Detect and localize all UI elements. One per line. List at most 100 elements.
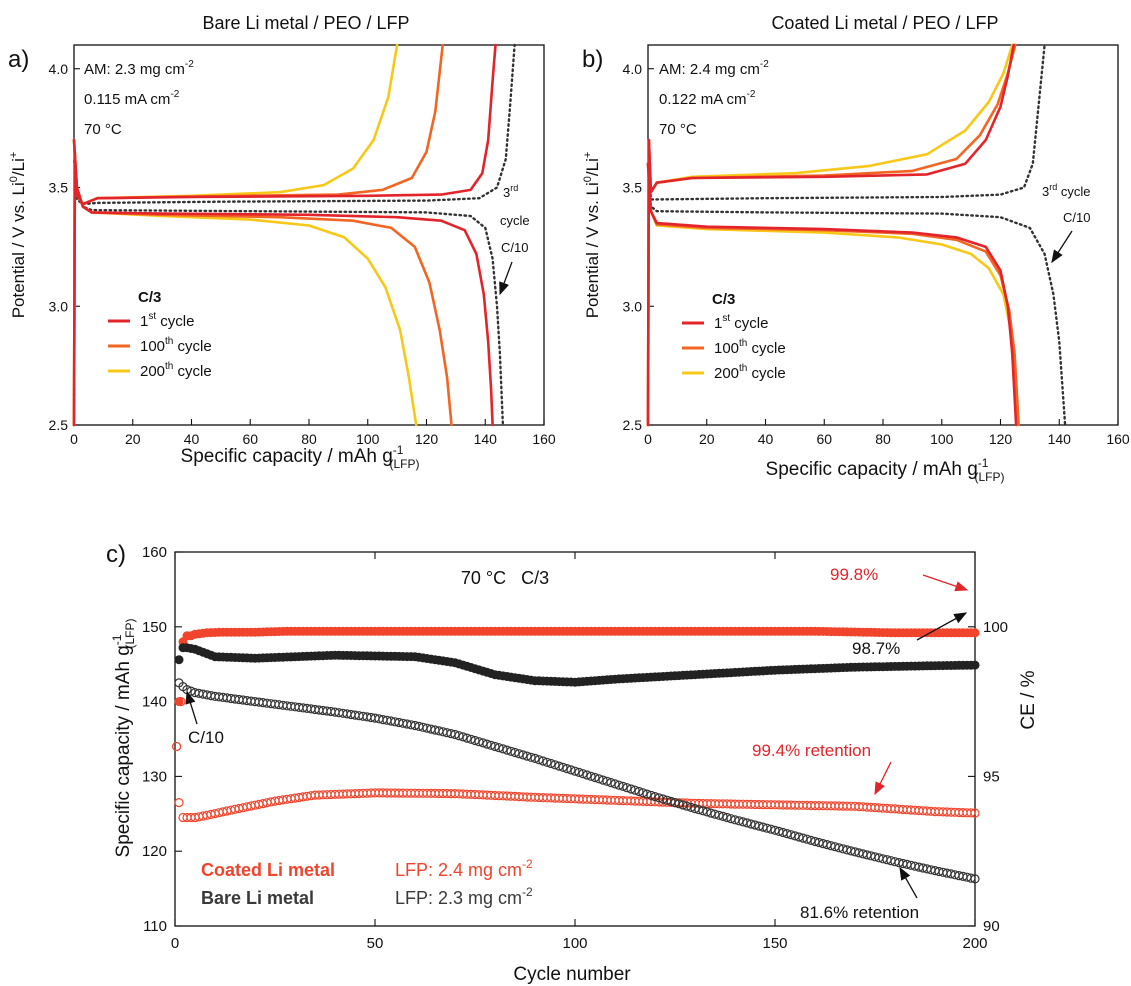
b-y-tick-label: 3.0: [623, 298, 643, 314]
c-bare-li-metal-capacity-marker: [598, 775, 608, 785]
c-bare-li-metal-capacity-marker: [450, 729, 460, 740]
panel-a-annotation-arrow: [499, 261, 513, 296]
a-3rd-cycle-c-10-discharge-curve: [72, 138, 505, 427]
b-x-tick-label: 120: [989, 431, 1013, 447]
panel-c-retention-coated-label: 99.4% retention: [752, 741, 871, 760]
panel-b-legend-title: C/3: [712, 291, 735, 308]
c-bare-li-metal-capacity-marker: [698, 806, 708, 816]
c-x-tick-label: 150: [762, 935, 787, 952]
a-x-tick-label: 60: [242, 431, 258, 447]
b-legend-label: 1st cycle: [714, 313, 768, 332]
panel-a-y-axis-label: Potential / V vs. Li0/Li+: [8, 152, 28, 319]
c-bare-li-metal-capacity-marker: [802, 834, 812, 844]
a-y-tick-label: 3.5: [49, 180, 69, 196]
a-y-tick-label: 4.0: [49, 61, 69, 77]
c-bare-li-metal-capacity-marker: [678, 800, 688, 810]
a-y-tick-label: 2.5: [49, 417, 69, 433]
panel-b-legend: 1st cycle 100th cycle 200th cycle: [682, 313, 786, 382]
c-bare-li-metal-capacity-marker: [510, 747, 520, 758]
panel-b-curves: [646, 43, 1067, 427]
c-bare-li-metal-capacity-marker: [470, 735, 480, 746]
c-coated-li-metal-capacity-marker: [966, 808, 976, 818]
c-bare-li-metal-capacity-marker: [622, 783, 632, 793]
c-bare-li-metal-CE-marker: [174, 655, 184, 665]
c-bare-li-metal-capacity-marker: [966, 873, 976, 883]
panel-c-ce-coated-label: 99.8%: [830, 565, 878, 584]
c-x-tick-label: 200: [962, 935, 987, 952]
c-coated-li-metal-capacity-marker: [174, 797, 184, 808]
b-y-tick-label: 4.0: [623, 61, 643, 77]
c-bare-li-metal-capacity-marker: [490, 741, 500, 752]
panel-c-letter: c): [106, 541, 126, 568]
c-bare-li-metal-capacity-marker: [658, 794, 668, 804]
panel-c-retention-coated-arrow: [874, 761, 892, 796]
b-1st-cycle-charge-curve: [646, 43, 1016, 427]
panel-a-title: Bare Li metal / PEO / LFP: [202, 13, 409, 33]
a-1st-cycle-charge-curve: [72, 43, 497, 427]
c-bare-li-metal-capacity-marker: [518, 750, 528, 760]
c-bare-li-metal-capacity-marker: [782, 828, 792, 839]
c-bare-li-metal-capacity-marker: [590, 772, 600, 783]
panel-c-legend-bare-name: Bare Li metal: [201, 888, 314, 908]
c-bare-li-metal-capacity-marker: [494, 743, 504, 753]
c-bare-li-metal-capacity-marker: [970, 874, 980, 884]
c-bare-li-metal-capacity-marker: [582, 770, 592, 780]
panel-c-c10-arrow: [185, 690, 198, 725]
b-y-tick-label: 2.5: [623, 417, 643, 433]
c-bare-li-metal-capacity-marker: [642, 789, 652, 799]
c-bare-li-metal-capacity-marker: [502, 745, 512, 755]
b-x-tick-label: 100: [930, 431, 954, 447]
panel-a-info-line-2: 0.115 mA cm-2: [84, 89, 180, 108]
c-bare-li-metal-capacity-marker: [618, 781, 628, 792]
panel-c-markers: [171, 626, 980, 884]
panel-c-y-axis-label: Specific capacity / mAh g-1(LFP): [110, 619, 137, 858]
c-y-tick-label: 130: [142, 768, 167, 785]
c-bare-li-metal-capacity-marker: [522, 751, 532, 761]
panel-b-info-line-3: 70 °C: [659, 121, 697, 138]
c-c-10-formation-capacity-marker: [176, 696, 186, 707]
c-bare-li-metal-capacity-marker: [554, 761, 564, 771]
a-legend-label: 100th cycle: [140, 336, 212, 355]
panel-b-letter: b): [582, 46, 603, 73]
panel-c-ce-bare-label: 98.7%: [852, 639, 900, 658]
panel-c-legend-coated-detail: LFP: 2.4 mg cm-2: [395, 857, 533, 880]
panel-c-y2-axis-label: CE / %: [1018, 670, 1039, 729]
c-bare-li-metal-capacity-marker: [474, 737, 484, 747]
panel-b-annotation-line-3: C/10: [1063, 210, 1090, 225]
b-3rd-cycle-c-10-discharge-curve: [646, 162, 1067, 427]
c-bare-li-metal-capacity-marker: [526, 752, 536, 762]
c-y-tick-label: 160: [142, 544, 167, 561]
c-bare-li-metal-capacity-marker: [538, 756, 548, 766]
panel-b-y-tick-labels: 2.5 3.0 3.5 4.0: [623, 61, 643, 433]
c-bare-li-metal-capacity-marker: [498, 744, 508, 754]
a-x-tick-label: 160: [532, 431, 556, 447]
panel-b-chart: b) Coated Li metal / PEO / LFP 0 20 40 60 80…: [582, 13, 1130, 484]
c-bare-li-metal-capacity-marker: [662, 795, 672, 805]
c-bare-li-metal-capacity-marker: [722, 812, 732, 823]
panel-c-x-tick-labels: 0 50 100 150 200: [171, 935, 988, 952]
panel-a-info-line-1: AM: 2.3 mg cm-2: [84, 59, 194, 78]
c-bare-li-metal-capacity-marker: [646, 790, 656, 800]
a-legend-label: 1st cycle: [140, 311, 194, 330]
panel-c-legend-coated-name: Coated Li metal: [201, 860, 335, 880]
c-bare-li-metal-capacity-marker: [786, 830, 796, 840]
a-x-tick-label: 140: [474, 431, 498, 447]
c-coated-li-metal-CE-marker: [970, 628, 980, 638]
panel-b-info-line-2: 0.122 mA cm-2: [659, 89, 756, 108]
panel-c-y-tick-labels: 110 120 130 140 150 160: [142, 544, 167, 935]
a-200th-cycle-discharge-curve: [72, 138, 418, 427]
b-x-tick-label: 80: [875, 431, 891, 447]
b-x-tick-label: 160: [1106, 431, 1130, 447]
a-legend-label: 200th cycle: [140, 361, 212, 380]
c-bare-li-metal-capacity-marker: [654, 793, 664, 803]
c-bare-li-metal-capacity-marker: [486, 740, 496, 750]
c-bare-li-metal-CE-marker: [970, 660, 980, 670]
c-bare-li-metal-capacity-marker: [702, 807, 712, 817]
c-bare-li-metal-capacity-marker: [578, 769, 588, 779]
c-bare-li-metal-capacity-marker: [594, 774, 604, 784]
c-bare-li-metal-capacity-marker: [602, 776, 612, 786]
c-bare-li-metal-capacity-marker: [458, 732, 468, 742]
c-bare-li-metal-capacity-marker: [566, 765, 576, 775]
b-200th-cycle-discharge-curve: [646, 162, 1019, 427]
panel-a-letter: a): [8, 46, 29, 73]
